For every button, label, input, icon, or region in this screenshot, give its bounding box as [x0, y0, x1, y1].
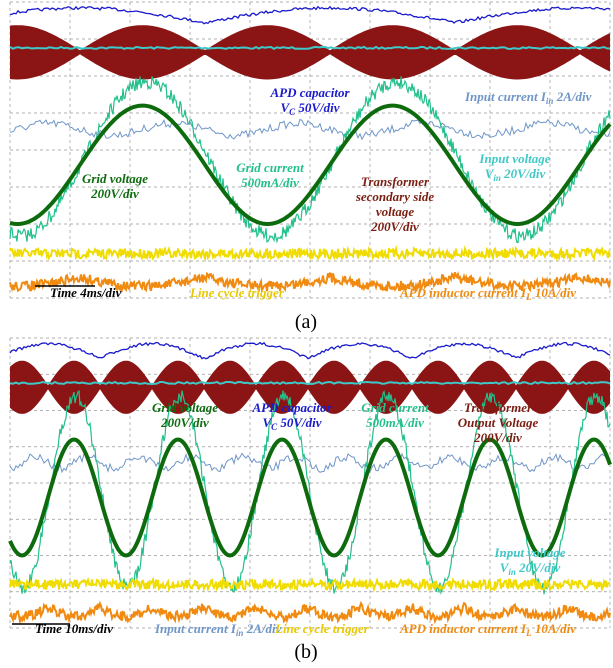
label-line: APD capacitor	[269, 85, 350, 100]
label-line: 200V/div	[473, 430, 522, 445]
panel-caption: (a)	[295, 311, 317, 333]
label-line: secondary side	[355, 189, 435, 204]
label-subscript: in	[236, 628, 244, 638]
label-line: APD inductor current I	[399, 285, 527, 300]
label-line: 200V/div	[90, 186, 139, 201]
label-subscript: in	[508, 567, 516, 577]
trace-label: Time 10ms/div	[35, 621, 113, 636]
label-line: Transformer	[361, 174, 430, 189]
label-line: 500mA/div	[241, 175, 299, 190]
trace-label: APD inductor current IL 10A/div	[399, 621, 576, 638]
label-line: Input voltage	[478, 151, 550, 166]
label-line: 500mA/div	[366, 415, 424, 430]
label-line: Line cycle trigger	[189, 285, 285, 300]
label-line: Grid voltage	[152, 400, 218, 415]
trace-label: APD inductor current IL 10A/div	[399, 285, 576, 302]
figure: APD capacitorVC 50V/divInput current Iin…	[0, 0, 613, 668]
panel-caption: (b)	[294, 641, 317, 663]
label-line-rest: 10A/div	[532, 285, 577, 300]
trace-label: Line cycle trigger	[189, 285, 285, 300]
label-line-rest: 20V/div	[516, 560, 561, 575]
label-line: 200V/div	[370, 219, 419, 234]
trace-label: Input current Iin 2A/div	[464, 89, 592, 106]
label-line: voltage	[376, 204, 414, 219]
label-subscript: in	[546, 96, 554, 106]
input-current-trace	[10, 453, 610, 472]
label-line-rest: 10A/div	[532, 621, 577, 636]
label-line: Input current I	[154, 621, 237, 636]
label-line: Line cycle trigger	[274, 621, 370, 636]
label-line: 200V/div	[160, 415, 209, 430]
label-line-rest: 20V/div	[501, 166, 546, 181]
label-line: Grid voltage	[82, 171, 148, 186]
label-subscript: in	[493, 173, 501, 183]
trace-label: Input current Iin 2A/div	[154, 621, 282, 638]
label-line: Output Voltage	[458, 415, 539, 430]
label-line: Input voltage	[493, 545, 565, 560]
label-line: APD inductor current I	[399, 621, 527, 636]
label-line: Transformer	[464, 400, 533, 415]
label-line: APD capacitor	[251, 400, 332, 415]
inductor-current-trace	[10, 603, 610, 621]
label-line-rest: 50V/div	[295, 100, 340, 115]
label-line: Grid current	[236, 160, 304, 175]
label-line: Grid current	[361, 400, 429, 415]
label-line: Time 10ms/div	[35, 621, 113, 636]
trace-label: Line cycle trigger	[274, 621, 370, 636]
label-line-rest: 2A/div	[553, 89, 591, 104]
label-line: Input current I	[464, 89, 547, 104]
trace-label: Time 4ms/div	[50, 285, 122, 300]
label-line: Time 4ms/div	[50, 285, 122, 300]
line-trigger-trace	[10, 249, 610, 259]
label-line-rest: 50V/div	[277, 415, 322, 430]
